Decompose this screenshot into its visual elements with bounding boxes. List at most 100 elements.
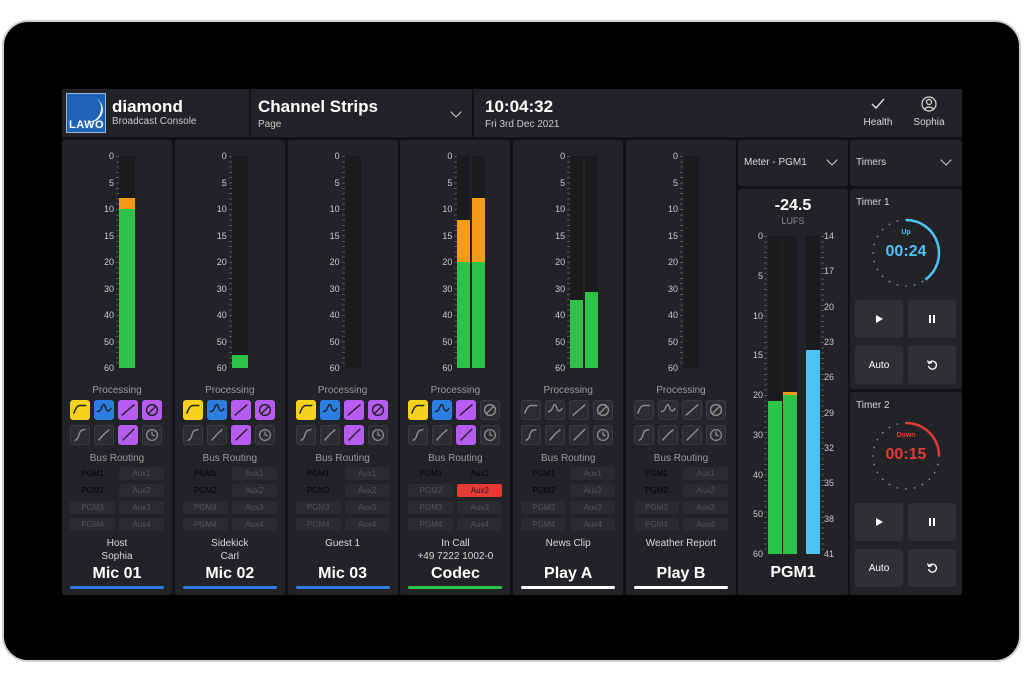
processing-button[interactable] (480, 425, 501, 445)
reset-button[interactable] (908, 549, 956, 587)
bus-button-aux4[interactable]: Aux4 (119, 518, 164, 531)
bus-button-pgm3[interactable]: PGM3 (182, 501, 228, 514)
auto-button[interactable]: Auto (855, 346, 903, 384)
processing-button[interactable] (230, 425, 251, 445)
processing-button[interactable] (367, 400, 388, 420)
processing-button[interactable] (182, 400, 203, 420)
bus-button-pgm2[interactable]: PGM2 (81, 486, 104, 495)
play-button[interactable] (855, 503, 903, 541)
bus-button-pgm3[interactable]: PGM3 (521, 501, 567, 514)
processing-button[interactable] (545, 425, 566, 445)
health-button[interactable]: Health (855, 95, 901, 128)
processing-button[interactable] (682, 400, 702, 420)
processing-button[interactable] (254, 425, 275, 445)
meter-selector[interactable]: Meter - PGM1 (738, 140, 848, 186)
channel-strip[interactable]: 0 5 10 15 20 30 40 50 60 Processing Bus Routing PGM… (62, 140, 172, 595)
page-selector[interactable]: Channel Strips Page (251, 89, 472, 137)
processing-button[interactable] (706, 400, 726, 420)
processing-button[interactable] (118, 400, 138, 420)
bus-button-pgm4[interactable]: PGM4 (70, 518, 115, 531)
processing-button[interactable] (343, 425, 364, 445)
bus-button-pgm4[interactable]: PGM4 (295, 518, 341, 531)
bus-button-aux1[interactable]: Aux1 (683, 467, 728, 480)
processing-button[interactable] (230, 400, 251, 420)
processing-button[interactable] (682, 425, 702, 445)
bus-button-pgm2[interactable]: PGM2 (532, 486, 556, 495)
bus-button-pgm3[interactable]: PGM3 (634, 501, 679, 514)
bus-button-pgm2[interactable]: PGM2 (193, 486, 217, 495)
bus-button-pgm1[interactable]: PGM1 (645, 469, 668, 478)
processing-button[interactable] (182, 425, 203, 445)
processing-button[interactable] (545, 400, 566, 420)
processing-button[interactable] (295, 400, 316, 420)
processing-button[interactable] (254, 400, 275, 420)
pause-button[interactable] (908, 300, 956, 338)
pause-button[interactable] (908, 503, 956, 541)
processing-button[interactable] (593, 425, 614, 445)
bus-button-aux1[interactable]: Aux1 (344, 467, 390, 480)
timers-selector[interactable]: Timers (850, 140, 962, 186)
bus-button-pgm3[interactable]: PGM3 (295, 501, 341, 514)
processing-button[interactable] (432, 400, 453, 420)
bus-button-aux1[interactable]: Aux1 (570, 467, 616, 480)
bus-button-pgm4[interactable]: PGM4 (521, 518, 567, 531)
processing-button[interactable] (319, 400, 340, 420)
bus-button-aux1[interactable]: Aux1 (231, 467, 277, 480)
bus-button-pgm1[interactable]: PGM1 (193, 469, 217, 478)
bus-button-aux3[interactable]: Aux3 (231, 501, 277, 514)
bus-button-aux3[interactable]: Aux3 (344, 501, 390, 514)
reset-button[interactable] (908, 346, 956, 384)
user-button[interactable]: Sophia (906, 95, 952, 128)
bus-button-aux4[interactable]: Aux4 (344, 518, 390, 531)
bus-button-aux3[interactable]: Aux3 (570, 501, 616, 514)
processing-button[interactable] (593, 400, 614, 420)
channel-strip[interactable]: 0 5 10 15 20 30 40 50 60 Processing Bus Routing PGM… (513, 140, 624, 595)
bus-button-pgm2[interactable]: PGM2 (645, 486, 668, 495)
processing-button[interactable] (94, 425, 114, 445)
bus-button-pgm2[interactable]: PGM2 (408, 484, 454, 497)
processing-button[interactable] (206, 400, 227, 420)
processing-button[interactable] (142, 425, 162, 445)
processing-button[interactable] (456, 400, 477, 420)
bus-button-aux4[interactable]: Aux4 (457, 518, 503, 531)
bus-button-aux3[interactable]: Aux3 (119, 501, 164, 514)
processing-button[interactable] (634, 425, 654, 445)
play-button[interactable] (855, 300, 903, 338)
processing-button[interactable] (118, 425, 138, 445)
bus-button-pgm4[interactable]: PGM4 (182, 518, 228, 531)
bus-button-aux2[interactable]: Aux2 (457, 484, 503, 497)
bus-button-pgm4[interactable]: PGM4 (634, 518, 679, 531)
processing-button[interactable] (480, 400, 501, 420)
processing-button[interactable] (206, 425, 227, 445)
processing-button[interactable] (343, 400, 364, 420)
channel-strip[interactable]: 0 5 10 15 20 30 40 50 60 Processing Bus Routing PGM… (626, 140, 736, 595)
bus-button-aux4[interactable]: Aux4 (683, 518, 728, 531)
bus-button-aux2[interactable]: Aux2 (231, 484, 277, 497)
processing-button[interactable] (569, 425, 590, 445)
processing-button[interactable] (367, 425, 388, 445)
bus-button-aux2[interactable]: Aux2 (570, 484, 616, 497)
bus-button-pgm1[interactable]: PGM1 (419, 469, 443, 478)
bus-button-aux2[interactable]: Aux2 (683, 484, 728, 497)
processing-button[interactable] (295, 425, 316, 445)
bus-button-aux4[interactable]: Aux4 (570, 518, 616, 531)
processing-button[interactable] (432, 425, 453, 445)
processing-button[interactable] (456, 425, 477, 445)
bus-button-aux1[interactable]: Aux1 (119, 467, 164, 480)
bus-button-pgm3[interactable]: PGM3 (408, 501, 454, 514)
processing-button[interactable] (408, 425, 429, 445)
bus-button-aux1[interactable]: Aux1 (470, 469, 489, 478)
bus-button-aux4[interactable]: Aux4 (231, 518, 277, 531)
channel-strip[interactable]: 0 5 10 15 20 30 40 50 60 Processing Bus Routing PGM… (287, 140, 398, 595)
auto-button[interactable]: Auto (855, 549, 903, 587)
bus-button-pgm1[interactable]: PGM1 (532, 469, 556, 478)
processing-button[interactable] (634, 400, 654, 420)
channel-strip[interactable]: 0 5 10 15 20 30 40 50 60 Processing Bus Routing PGM… (400, 140, 511, 595)
bus-button-aux2[interactable]: Aux2 (344, 484, 390, 497)
bus-button-pgm2[interactable]: PGM2 (306, 486, 330, 495)
bus-button-pgm1[interactable]: PGM1 (306, 469, 330, 478)
processing-button[interactable] (569, 400, 590, 420)
processing-button[interactable] (658, 400, 678, 420)
processing-button[interactable] (521, 425, 542, 445)
processing-button[interactable] (70, 425, 90, 445)
